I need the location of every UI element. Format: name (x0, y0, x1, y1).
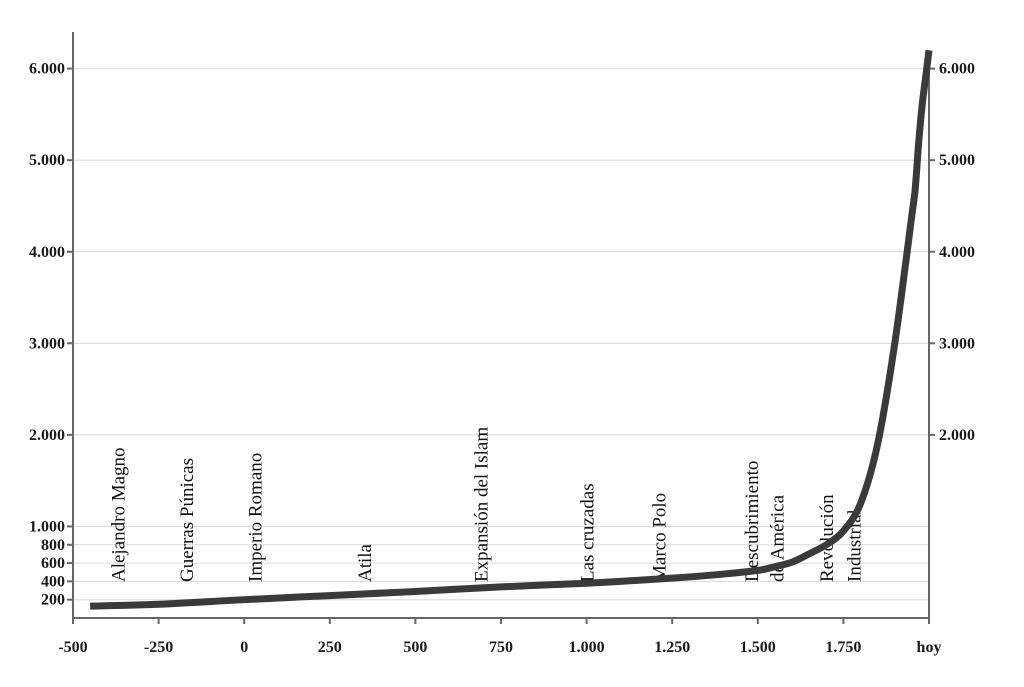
y-left-tick-label: 600 (41, 555, 65, 572)
gridlines (73, 68, 929, 601)
y-right-tick-label: 6.000 (939, 61, 975, 78)
event-annotations: Alejandro Magno Guerras Púnicas Imperio Ro… (108, 427, 865, 582)
event-annotation: de América (767, 494, 788, 582)
x-tick-labels: -500 -250 0 250 500 750 1.000 1.250 1.500 1.750 ho… (58, 618, 941, 656)
event-annotation: Alejandro Magno (108, 447, 129, 582)
y-left-tick-label: 400 (41, 573, 65, 590)
x-tick-label: 500 (403, 639, 427, 656)
event-annotation: Atila (355, 543, 376, 582)
x-tick-label: 250 (318, 639, 342, 656)
x-tick-label: -500 (58, 639, 87, 656)
y-left-tick-label: 6.000 (29, 61, 65, 78)
x-tick-label: 1.250 (654, 639, 690, 656)
axes (72, 32, 930, 619)
y-right-tick-label: 5.000 (939, 152, 975, 169)
y-left-tick-label: 2.000 (29, 427, 65, 444)
y-right-tick-label: 4.000 (939, 244, 975, 261)
event-annotation: Las cruzadas (577, 483, 598, 582)
y-right-tick-label: 2.000 (939, 427, 975, 444)
y-left-tick-label: 800 (41, 537, 65, 554)
x-tick-label: 750 (489, 639, 513, 656)
x-tick-label: -250 (144, 639, 173, 656)
y-left-tick-label: 1.000 (29, 518, 65, 535)
population-line (90, 49, 933, 610)
y-left-tick-label: 3.000 (29, 335, 65, 352)
y-right-tick-label: 3.000 (939, 335, 975, 352)
event-annotation: Revolución (817, 494, 838, 582)
event-annotation: Expansión del Islam (471, 427, 492, 582)
y-left-tick-label: 200 (41, 592, 65, 609)
y-left-tick-label: 5.000 (29, 152, 65, 169)
x-tick-label: 1.000 (569, 639, 605, 656)
x-tick-label: 0 (240, 639, 248, 656)
x-tick-label: hoy (917, 639, 942, 656)
x-tick-label: 1.750 (825, 639, 861, 656)
event-annotation: Marco Polo (649, 493, 670, 582)
event-annotation: Guerras Púnicas (177, 458, 198, 582)
event-annotation: Imperio Romano (245, 453, 266, 582)
right-y-tick-labels: 2.000 3.000 4.000 5.000 6.000 (929, 61, 975, 444)
population-series (90, 49, 933, 610)
y-left-tick-label: 4.000 (29, 244, 65, 261)
x-tick-label: 1.500 (740, 639, 776, 656)
event-annotation: Descubrimiento (742, 461, 763, 582)
